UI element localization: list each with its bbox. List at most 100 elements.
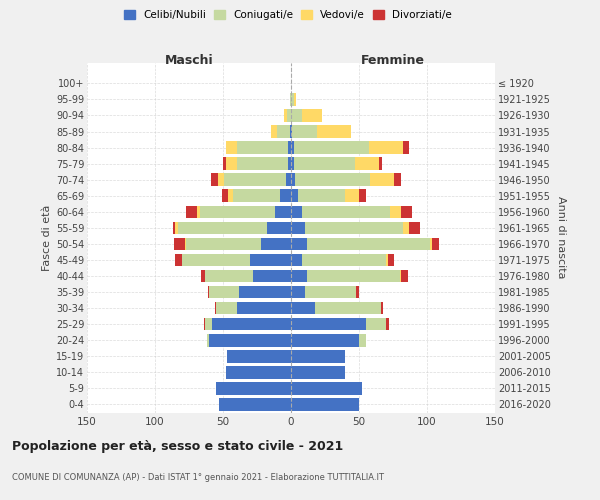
Bar	[390, 206, 401, 218]
Bar	[291, 109, 302, 122]
Bar	[409, 222, 420, 234]
Bar	[346, 190, 359, 202]
Bar	[216, 302, 236, 314]
Bar	[291, 254, 302, 266]
Bar	[223, 158, 226, 170]
Bar	[317, 126, 351, 138]
Bar	[302, 254, 386, 266]
Bar	[291, 318, 366, 330]
Bar	[433, 238, 439, 250]
Bar	[229, 190, 233, 202]
Bar	[291, 238, 307, 250]
Bar	[386, 318, 389, 330]
Bar	[291, 270, 307, 282]
Bar	[294, 158, 355, 170]
Bar	[294, 93, 296, 106]
Bar	[401, 206, 412, 218]
Bar	[290, 126, 291, 138]
Bar	[394, 174, 401, 186]
Bar	[208, 286, 209, 298]
Bar	[291, 126, 292, 138]
Bar	[221, 190, 229, 202]
Bar	[226, 158, 236, 170]
Bar	[291, 142, 294, 154]
Bar	[209, 334, 291, 346]
Bar	[291, 93, 294, 106]
Bar	[201, 270, 205, 282]
Bar	[206, 334, 209, 346]
Bar	[388, 254, 394, 266]
Bar	[386, 254, 388, 266]
Bar	[286, 174, 291, 186]
Bar	[275, 206, 291, 218]
Bar	[178, 222, 266, 234]
Bar	[403, 142, 409, 154]
Bar	[226, 142, 236, 154]
Bar	[298, 190, 346, 202]
Bar	[239, 286, 291, 298]
Bar	[271, 126, 277, 138]
Bar	[216, 382, 291, 394]
Bar	[307, 270, 400, 282]
Bar	[355, 158, 379, 170]
Bar	[236, 142, 288, 154]
Bar	[291, 206, 302, 218]
Bar	[233, 190, 280, 202]
Bar	[288, 158, 291, 170]
Bar	[291, 190, 298, 202]
Bar	[291, 174, 295, 186]
Bar	[284, 109, 287, 122]
Bar	[227, 350, 291, 362]
Bar	[182, 254, 250, 266]
Bar	[291, 334, 359, 346]
Bar	[291, 286, 305, 298]
Bar	[307, 238, 430, 250]
Bar	[277, 126, 290, 138]
Bar	[186, 206, 197, 218]
Bar	[370, 174, 394, 186]
Bar	[261, 238, 291, 250]
Bar	[291, 222, 305, 234]
Bar	[366, 318, 386, 330]
Bar	[430, 238, 433, 250]
Bar	[290, 93, 291, 106]
Bar	[200, 206, 275, 218]
Bar	[291, 302, 316, 314]
Y-axis label: Fasce di età: Fasce di età	[41, 204, 52, 270]
Bar	[400, 270, 401, 282]
Bar	[291, 350, 346, 362]
Bar	[401, 270, 408, 282]
Bar	[305, 286, 356, 298]
Bar	[219, 398, 291, 410]
Bar	[381, 302, 383, 314]
Text: COMUNE DI COMUNANZA (AP) - Dati ISTAT 1° gennaio 2021 - Elaborazione TUTTITALIA.: COMUNE DI COMUNANZA (AP) - Dati ISTAT 1°…	[12, 473, 384, 482]
Bar	[403, 222, 409, 234]
Bar	[218, 174, 224, 186]
Bar	[294, 142, 368, 154]
Bar	[356, 286, 359, 298]
Bar	[253, 270, 291, 282]
Bar	[302, 109, 322, 122]
Bar	[204, 318, 205, 330]
Bar	[291, 382, 362, 394]
Bar	[302, 206, 390, 218]
Bar	[186, 238, 261, 250]
Bar	[288, 142, 291, 154]
Bar	[292, 126, 317, 138]
Y-axis label: Anni di nascita: Anni di nascita	[556, 196, 566, 278]
Bar	[205, 318, 212, 330]
Bar	[305, 222, 403, 234]
Legend: Celibi/Nubili, Coniugati/e, Vedovi/e, Divorziati/e: Celibi/Nubili, Coniugati/e, Vedovi/e, Di…	[122, 8, 454, 22]
Bar	[224, 174, 286, 186]
Bar	[236, 302, 291, 314]
Text: Popolazione per età, sesso e stato civile - 2021: Popolazione per età, sesso e stato civil…	[12, 440, 343, 453]
Bar	[175, 222, 178, 234]
Bar	[226, 366, 291, 378]
Bar	[174, 238, 185, 250]
Bar	[368, 142, 403, 154]
Bar	[211, 174, 218, 186]
Bar	[266, 222, 291, 234]
Bar	[215, 302, 216, 314]
Bar	[197, 206, 200, 218]
Bar	[291, 158, 294, 170]
